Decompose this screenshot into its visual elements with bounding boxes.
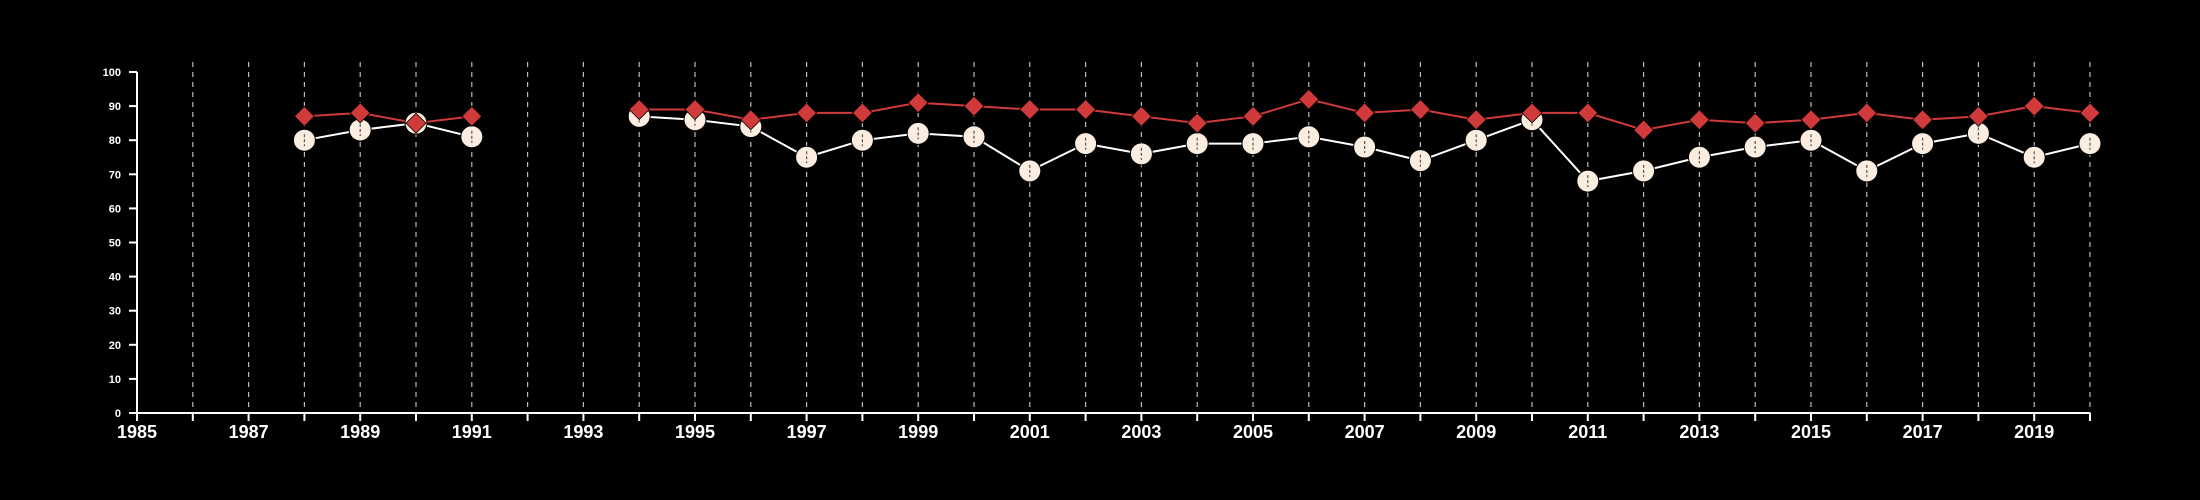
diamond-point-2010: [1521, 102, 1543, 124]
diamond-point-2004: [1186, 112, 1208, 134]
y-tick-label-80: 80: [109, 135, 121, 147]
diamond-point-2011: [1577, 102, 1599, 124]
circle-point-2013: [1687, 145, 1711, 169]
circle-point-2005: [1241, 132, 1265, 156]
diamond-point-1991: [461, 105, 483, 127]
circle-point-1988: [292, 128, 316, 152]
y-tick-label-50: 50: [109, 238, 121, 250]
x-tick-label-1991: 1991: [452, 422, 492, 442]
axes-layer: [129, 71, 2091, 421]
diamond-point-2018: [1967, 105, 1989, 127]
diamond-point-2006: [1298, 88, 1320, 110]
diamond-point-2000: [963, 95, 985, 117]
grid-layer: [192, 62, 2091, 413]
diamond-point-2016: [1856, 102, 1878, 124]
series-0-line-segment-0: [304, 111, 472, 125]
x-tick-label-2001: 2001: [1010, 422, 1050, 442]
circle-point-1998: [850, 128, 874, 152]
diamond-point-2009: [1465, 109, 1487, 131]
diamond-point-2003: [1130, 105, 1152, 127]
y-tick-label-20: 20: [109, 340, 121, 352]
x-tick-label-2015: 2015: [1791, 422, 1831, 442]
circle-point-2006: [1297, 125, 1321, 149]
circle-point-2003: [1129, 142, 1153, 166]
diamond-point-1988: [293, 105, 315, 127]
diamond-point-2005: [1242, 105, 1264, 127]
diamond-point-2014: [1744, 112, 1766, 134]
circle-point-2008: [1408, 149, 1432, 173]
x-tick-label-1999: 1999: [898, 422, 938, 442]
diamond-point-1999: [907, 92, 929, 114]
circle-point-1997: [795, 145, 819, 169]
y-tick-label-30: 30: [109, 306, 121, 318]
diamond-point-2001: [1019, 98, 1041, 121]
x-tick-label-2007: 2007: [1345, 422, 1385, 442]
x-tick-label-2017: 2017: [1903, 422, 1943, 442]
diamond-point-2017: [1912, 109, 1934, 131]
circle-point-2015: [1799, 128, 1823, 152]
circle-point-2017: [1911, 132, 1935, 156]
y-tick-label-60: 60: [109, 203, 121, 215]
x-tick-label-2005: 2005: [1233, 422, 1273, 442]
x-tick-label-1987: 1987: [229, 422, 269, 442]
circle-point-2012: [1632, 159, 1656, 183]
diamond-point-1994: [628, 98, 650, 121]
diamond-point-1998: [851, 102, 873, 124]
y-tick-label-90: 90: [109, 101, 121, 113]
diamond-point-2015: [1800, 109, 1822, 131]
y-tick-label-70: 70: [109, 169, 121, 181]
x-tick-label-1993: 1993: [563, 422, 603, 442]
circle-point-2002: [1074, 132, 1098, 156]
series-markers: [292, 88, 2102, 193]
diamond-point-2008: [1409, 98, 1431, 121]
x-tick-label-1997: 1997: [787, 422, 827, 442]
x-tick-label-2019: 2019: [2014, 422, 2054, 442]
x-tick-label-2003: 2003: [1121, 422, 1161, 442]
x-tick-label-2013: 2013: [1679, 422, 1719, 442]
diamond-point-1996: [740, 109, 762, 131]
diamond-point-2002: [1075, 98, 1097, 121]
circle-point-2014: [1743, 135, 1767, 159]
circle-point-2020: [2078, 132, 2102, 156]
circle-point-2016: [1855, 159, 1879, 183]
diamond-point-2019: [2023, 95, 2045, 117]
circle-point-2019: [2022, 145, 2046, 169]
circle-point-2000: [962, 125, 986, 149]
x-tick-label-1995: 1995: [675, 422, 715, 442]
circle-point-1999: [906, 121, 930, 145]
series-1-line-segment-0: [304, 122, 473, 142]
circle-point-1991: [460, 125, 484, 149]
diamond-point-1989: [349, 102, 371, 124]
diamond-point-2007: [1354, 102, 1376, 124]
y-tick-label-0: 0: [115, 408, 121, 420]
circle-point-2007: [1353, 135, 1377, 159]
y-tick-label-100: 100: [103, 67, 121, 79]
diamond-point-2013: [1688, 109, 1710, 131]
y-tick-label-10: 10: [109, 374, 121, 386]
x-tick-label-1985: 1985: [117, 422, 157, 442]
tick-labels: 0 10 20 30 40 50 60 70 80 90 100 1985 1987 1989 1991 19…: [103, 67, 2055, 442]
diamond-point-1995: [684, 98, 706, 121]
diamond-point-2012: [1633, 119, 1655, 141]
x-tick-label-2009: 2009: [1456, 422, 1496, 442]
y-tick-label-40: 40: [109, 272, 121, 284]
x-tick-label-2011: 2011: [1568, 422, 1607, 442]
circle-point-2004: [1185, 132, 1209, 156]
diamond-point-1990: [405, 112, 427, 134]
diamond-point-1997: [796, 102, 818, 124]
diamond-point-2020: [2079, 102, 2101, 124]
circle-point-2001: [1018, 159, 1042, 183]
circle-point-2009: [1464, 128, 1488, 152]
circle-point-2011: [1576, 169, 1600, 193]
x-tick-label-1989: 1989: [340, 422, 380, 442]
